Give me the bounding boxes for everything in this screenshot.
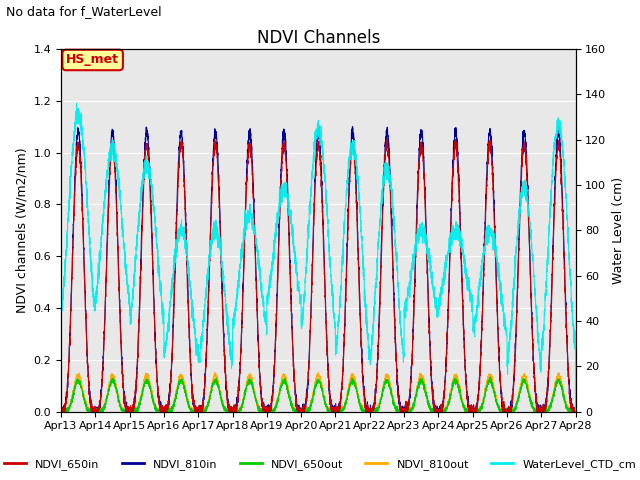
Legend: NDVI_650in, NDVI_810in, NDVI_650out, NDVI_810out, WaterLevel_CTD_cm: NDVI_650in, NDVI_810in, NDVI_650out, NDV… [0, 455, 640, 474]
Y-axis label: NDVI channels (W/m2/nm): NDVI channels (W/m2/nm) [15, 147, 28, 313]
Text: HS_met: HS_met [66, 53, 119, 66]
Title: NDVI Channels: NDVI Channels [257, 29, 380, 48]
Text: No data for f_WaterLevel: No data for f_WaterLevel [6, 5, 162, 18]
Y-axis label: Water Level (cm): Water Level (cm) [612, 177, 625, 284]
